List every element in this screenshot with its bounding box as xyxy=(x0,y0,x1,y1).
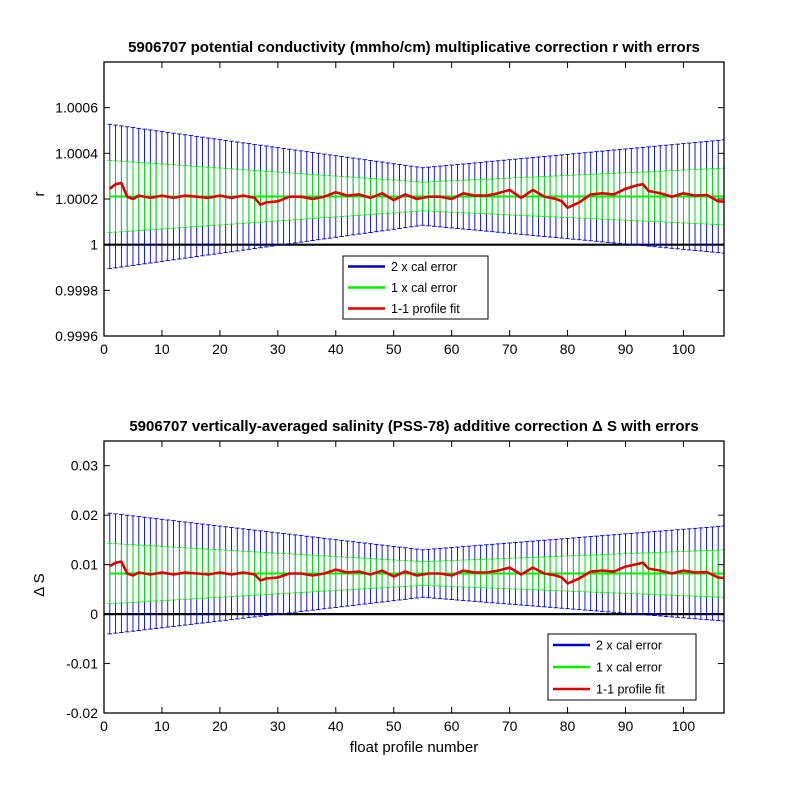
x-tick-label: 70 xyxy=(502,341,518,357)
x-tick-label: 90 xyxy=(618,341,634,357)
plot-marks xyxy=(104,512,724,635)
legend-label: 2 x cal error xyxy=(596,639,662,653)
x-tick-label: 70 xyxy=(502,718,518,734)
x-tick-label: 10 xyxy=(154,718,170,734)
y-tick-label: -0.02 xyxy=(66,705,98,721)
legend-label: 2 x cal error xyxy=(391,260,457,274)
series-profile-fit xyxy=(109,181,724,209)
x-tick-label: 0 xyxy=(100,718,108,734)
x-tick-label: 100 xyxy=(672,341,696,357)
x-tick-label: 40 xyxy=(328,718,344,734)
x-tick-label: 90 xyxy=(618,718,634,734)
y-tick-label: 1 xyxy=(90,237,98,253)
x-tick-label: 80 xyxy=(560,718,576,734)
x-tick-label: 100 xyxy=(672,718,696,734)
legend-label: 1-1 profile fit xyxy=(391,302,460,316)
x-tick-label: 40 xyxy=(328,341,344,357)
x-tick-label: 10 xyxy=(154,341,170,357)
x-tick-label: 60 xyxy=(444,718,460,734)
x-tick-label: 80 xyxy=(560,341,576,357)
x-tick-label: 50 xyxy=(386,718,402,734)
chart-conductivity-correction: 5906707 potential conductivity (mmho/cm)… xyxy=(31,39,725,357)
x-tick-label: 0 xyxy=(100,341,108,357)
y-tick-label: 1.0006 xyxy=(55,100,98,116)
y-tick-label: 0.02 xyxy=(71,507,98,523)
axes-box xyxy=(103,440,725,714)
y-tick-label: 0.03 xyxy=(71,458,98,474)
y-axis-label: r xyxy=(31,192,48,197)
series-profile-fit xyxy=(109,560,724,585)
y-tick-label: 0.9996 xyxy=(55,328,98,344)
chart-title: 5906707 potential conductivity (mmho/cm)… xyxy=(128,39,700,56)
y-tick-label: 1.0004 xyxy=(55,145,98,161)
x-axis-label: float profile number xyxy=(350,739,478,756)
plot-area: 0 10 20 30 40 50 60 70 80 90 100 -0.02 -0.01 0 0.01 0.0… xyxy=(66,440,725,734)
y-tick-label: 0 xyxy=(90,606,98,622)
y-tick-label: 1.0002 xyxy=(55,191,98,207)
y-axis-label: Δ S xyxy=(31,573,48,596)
plot-marks xyxy=(104,123,724,270)
legend-label: 1 x cal error xyxy=(391,281,457,295)
x-tick-label: 30 xyxy=(270,718,286,734)
y-tick-label: 0.01 xyxy=(71,557,98,573)
y-tick-label: -0.01 xyxy=(66,656,98,672)
legend: 2 x cal error 1 x cal error 1-1 profile fi… xyxy=(342,255,489,320)
legend-label: 1 x cal error xyxy=(596,661,662,675)
y-tick-label: 0.9998 xyxy=(55,282,98,298)
legend: 2 x cal error 1 x cal error 1-1 profile fi… xyxy=(547,633,697,701)
x-tick-label: 50 xyxy=(386,341,402,357)
legend-label: 1-1 profile fit xyxy=(596,683,665,697)
x-tick-label: 20 xyxy=(212,341,228,357)
plot-area: 0 10 20 30 40 50 60 70 80 90 100 0.9996 0.9998 1 1.000… xyxy=(55,61,725,357)
x-tick-label: 60 xyxy=(444,341,460,357)
x-tick-label: 20 xyxy=(212,718,228,734)
chart-title: 5906707 vertically-averaged salinity (PS… xyxy=(129,418,698,435)
chart-salinity-correction: 5906707 vertically-averaged salinity (PS… xyxy=(31,418,725,756)
x-tick-label: 30 xyxy=(270,341,286,357)
